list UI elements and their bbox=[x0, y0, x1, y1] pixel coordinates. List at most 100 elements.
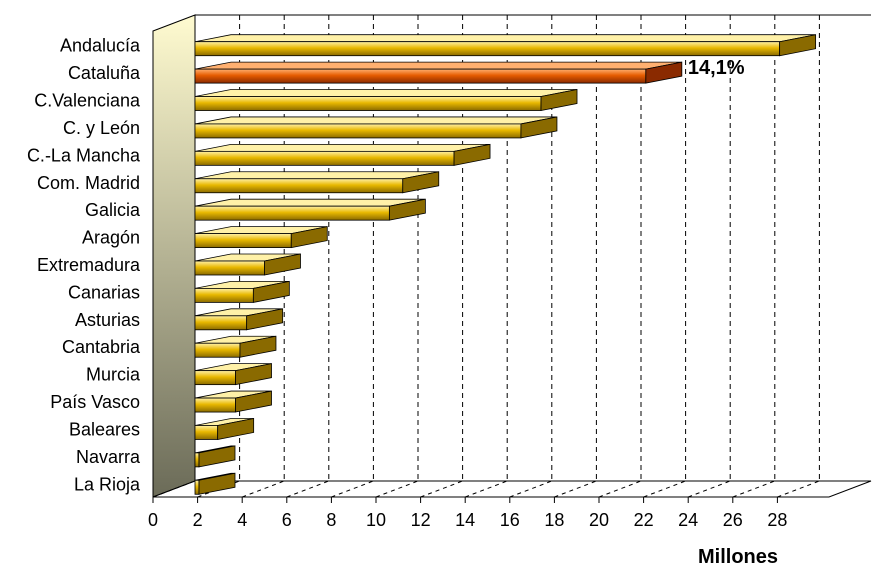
category-label: Aragón bbox=[82, 228, 140, 248]
bar bbox=[194, 143, 491, 166]
category-label: Cataluña bbox=[68, 63, 141, 83]
bar-front-face bbox=[194, 370, 236, 386]
category-label: Com. Madrid bbox=[37, 173, 140, 193]
category-label: C. y León bbox=[63, 118, 140, 138]
bar bbox=[194, 116, 558, 139]
bar bbox=[194, 390, 272, 413]
category-label: País Vasco bbox=[50, 392, 140, 412]
x-tick-label: 2 bbox=[193, 510, 203, 530]
x-tick-label: 26 bbox=[723, 510, 743, 530]
x-tick-label: 10 bbox=[366, 510, 386, 530]
bar-end-face bbox=[246, 308, 284, 331]
bar bbox=[194, 226, 328, 249]
x-tick-label: 14 bbox=[455, 510, 475, 530]
category-label: Murcia bbox=[86, 365, 141, 385]
bar-top-face bbox=[194, 116, 558, 125]
bar-front-face bbox=[194, 260, 265, 276]
x-tick-label: 6 bbox=[282, 510, 292, 530]
bar bbox=[194, 445, 236, 468]
x-tick-label: 8 bbox=[326, 510, 336, 530]
category-label: Navarra bbox=[76, 447, 141, 467]
x-axis-label: Millones bbox=[698, 546, 778, 568]
bar-front-face bbox=[194, 397, 236, 413]
bar-top-face bbox=[194, 198, 426, 207]
floor bbox=[152, 480, 872, 498]
bar bbox=[194, 335, 277, 358]
category-label: Andalucía bbox=[60, 36, 141, 56]
bar-front-face bbox=[194, 315, 248, 331]
bar-front-face bbox=[194, 342, 241, 358]
bar-front-face bbox=[194, 233, 292, 248]
category-label: Galicia bbox=[85, 200, 141, 220]
bar-front-face bbox=[194, 68, 647, 84]
bar-end-face bbox=[388, 198, 426, 221]
side-wall bbox=[152, 14, 196, 498]
category-label: Extremadura bbox=[37, 255, 141, 275]
x-tick-label: 12 bbox=[411, 510, 431, 530]
bars bbox=[194, 34, 817, 495]
bar-top-face bbox=[194, 143, 491, 152]
gridlines bbox=[152, 15, 829, 503]
bar-front-face bbox=[194, 96, 542, 111]
bar-front-face bbox=[194, 41, 781, 57]
category-label: Asturias bbox=[75, 310, 140, 330]
x-tick-label: 22 bbox=[634, 510, 654, 530]
x-tick-label: 4 bbox=[237, 510, 247, 530]
bar-end-face bbox=[645, 61, 683, 84]
bar-end-face bbox=[779, 34, 817, 57]
bar-front-face bbox=[194, 425, 219, 440]
bar-front-face bbox=[194, 150, 455, 166]
bar-top-face bbox=[194, 171, 439, 180]
x-tick-label: 24 bbox=[678, 510, 698, 530]
bar bbox=[194, 308, 284, 331]
category-label: C.Valenciana bbox=[34, 91, 141, 111]
bar-end-face bbox=[198, 445, 236, 468]
chart-walls bbox=[152, 14, 872, 498]
category-labels: Andalucía Cataluña C.Valenciana C. y León C.… bbox=[27, 36, 141, 495]
x-tick-label: 18 bbox=[544, 510, 564, 530]
bar-end-face bbox=[235, 363, 272, 386]
bar-end-face bbox=[402, 171, 440, 194]
x-tick-label: 16 bbox=[500, 510, 520, 530]
category-label: C.-La Mancha bbox=[27, 145, 141, 165]
bar bbox=[194, 34, 817, 57]
bar-end-face bbox=[264, 253, 301, 276]
bar-end-face bbox=[239, 335, 277, 358]
bar-end-face bbox=[520, 116, 558, 139]
highlight-annotation: 14,1% bbox=[688, 57, 745, 79]
bar bbox=[194, 363, 272, 386]
bar bbox=[194, 253, 301, 276]
bar-end-face bbox=[235, 390, 272, 413]
bar-front-face bbox=[194, 452, 200, 468]
bar bbox=[194, 198, 426, 221]
x-tick-label: 28 bbox=[767, 510, 787, 530]
category-label: Baleares bbox=[69, 419, 140, 439]
bar-top-face bbox=[194, 89, 578, 97]
x-tick-label: 0 bbox=[148, 510, 158, 530]
category-label: Canarias bbox=[68, 282, 140, 302]
bar-front-face bbox=[194, 205, 390, 221]
x-tick-labels: 0 2 4 6 8 10 12 14 16 18 20 22 24 26 28 bbox=[148, 510, 787, 530]
bar-top-face bbox=[194, 34, 816, 43]
bar-front-face bbox=[194, 288, 254, 303]
bar-front-face bbox=[194, 123, 522, 139]
bar-end-face bbox=[252, 280, 290, 303]
bar bbox=[194, 89, 578, 112]
bar-end-face bbox=[540, 89, 578, 112]
bar-front-face bbox=[194, 178, 404, 194]
category-label: Cantabria bbox=[62, 337, 141, 357]
bar-end-face bbox=[198, 472, 236, 495]
bar-end-face bbox=[453, 143, 491, 166]
category-label: La Rioja bbox=[74, 474, 141, 494]
bar bbox=[194, 61, 683, 84]
bar bbox=[194, 472, 236, 495]
x-tick-label: 20 bbox=[589, 510, 609, 530]
bar-front-face bbox=[194, 479, 200, 495]
bar-end-face bbox=[290, 226, 328, 249]
bar bbox=[194, 171, 440, 194]
bar bbox=[194, 280, 290, 303]
bar-top-face bbox=[194, 61, 682, 70]
bar bbox=[194, 417, 255, 440]
bar-end-face bbox=[217, 417, 255, 440]
